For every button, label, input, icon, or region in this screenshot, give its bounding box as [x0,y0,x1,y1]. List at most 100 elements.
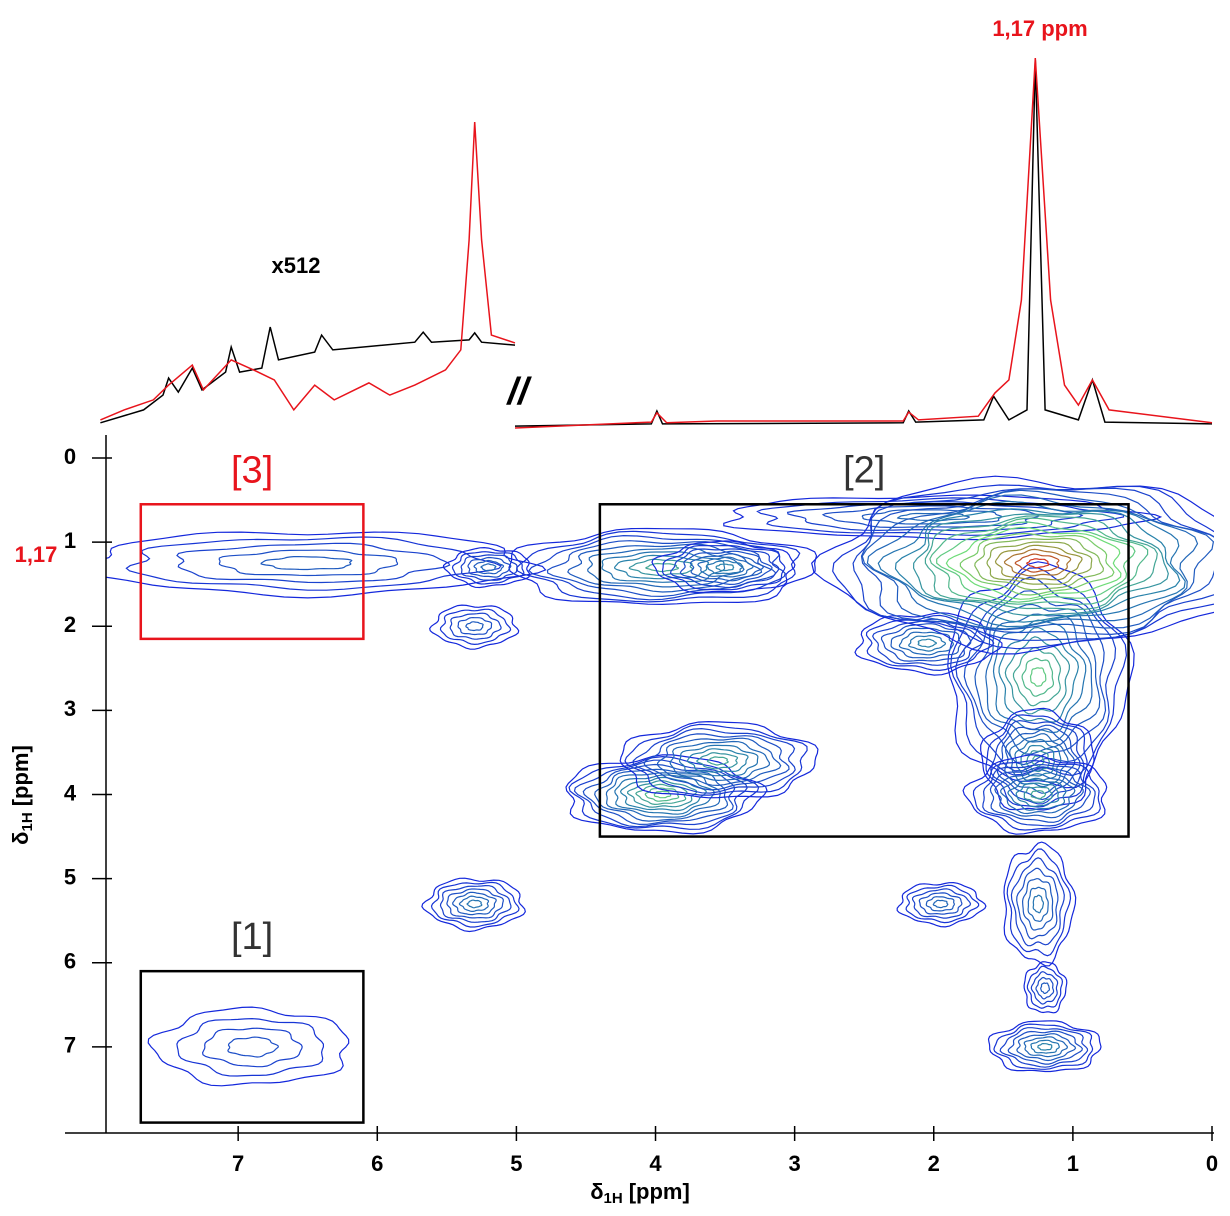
contour-line [227,1036,279,1058]
contour-line [994,544,1083,581]
contour-line [626,780,698,808]
x-label-symbol: δ [590,1179,603,1204]
contour-line [689,553,765,582]
x-tick-label: 7 [232,1151,244,1176]
contour-line [430,881,520,928]
y-tick-label: 4 [64,780,77,805]
contour-line [706,756,729,766]
contour-line [421,877,526,933]
contour-line [974,537,1105,591]
contour-line [451,551,525,585]
contour-line [905,884,980,924]
contour-line [1016,867,1059,940]
contour-line [1032,894,1044,914]
y-label-unit: [ppm] [8,745,33,806]
contour-line [972,760,1101,831]
contour-line [894,508,1181,623]
contour-line [635,783,688,806]
contour-line [653,790,672,799]
contour-line [632,727,796,794]
scale-annotation: x512 [272,253,321,278]
contour-line [106,531,547,599]
contour-line [1023,961,1068,1014]
contour-line [1023,786,1053,803]
x-tick-label: 6 [371,1151,383,1176]
region-box [139,503,365,641]
contour-line [645,562,680,573]
contour-line [1021,878,1054,931]
contour-line [898,631,955,656]
contour-line [1035,976,1055,1000]
contour-line [1003,548,1072,577]
contour-line [147,1006,350,1087]
contour-line [912,512,1169,617]
contour-line [1003,841,1077,967]
contour-line [176,542,451,584]
contour-line [877,500,1186,628]
contour-line [994,769,1084,819]
contour-line [508,527,818,606]
contour-line [573,759,748,828]
contour-line [1021,657,1054,697]
contour-line [1012,647,1062,707]
y-tick-label: 6 [64,949,76,974]
contour-line [473,559,505,575]
contour-line [467,556,512,578]
contour-line [715,563,735,572]
contour-line [1030,971,1059,1005]
contour-line [925,896,955,912]
contour-line [696,752,739,770]
x-label-unit: [ppm] [629,1179,690,1204]
x-axis-label: δ1H [ppm] [590,1179,690,1207]
contour-line [998,626,1080,723]
x-tick-label: 1 [1067,1151,1079,1176]
contour-line [669,740,771,782]
contour-line [1030,1039,1060,1054]
contour-line [218,549,399,577]
contour-line [811,475,1214,655]
y-label-subscript: 1H [19,812,36,831]
contour-line [565,754,768,835]
contour-line [439,608,512,646]
contour-line [624,723,808,796]
contour-line [880,623,972,662]
contour-line [656,737,782,787]
contour-line [908,634,947,652]
x-tick-label: 0 [1206,1151,1218,1176]
contour-line [854,612,1003,676]
spectrum-trace [100,59,1213,427]
contour-line [896,512,970,522]
contour-line [865,614,995,672]
peak-label: 1,17 ppm [992,16,1087,41]
contour-line [982,764,1096,827]
y-tick-label: 7 [64,1033,76,1058]
contour-line [945,526,1122,600]
contour-line [643,733,790,791]
axis-break: // [505,371,532,413]
contour-line [890,627,962,659]
region-box [598,503,1130,838]
contour-line [460,554,518,581]
contour-line [644,787,680,802]
contour-line [989,766,1092,823]
contour-line [1037,1043,1053,1051]
contour-line [993,1023,1094,1070]
contour-line [429,604,520,650]
contour-line [446,888,504,919]
y-tick-label: 5 [64,864,76,889]
contour-line [924,515,1158,610]
contour-line [619,776,707,812]
y-axis-label: δ1H [ppm] [8,745,36,845]
contour-line [176,1017,324,1077]
contour-line [1027,886,1049,922]
contour-line [1040,982,1050,994]
contour-line [955,576,1117,772]
contour-line [918,892,963,915]
contour-line [786,500,1084,532]
contour-line [1030,789,1047,800]
contour-line [628,558,694,577]
contour-line [912,888,972,919]
contour-line [442,546,531,589]
contour-line [614,774,716,815]
contour-line [706,560,744,575]
